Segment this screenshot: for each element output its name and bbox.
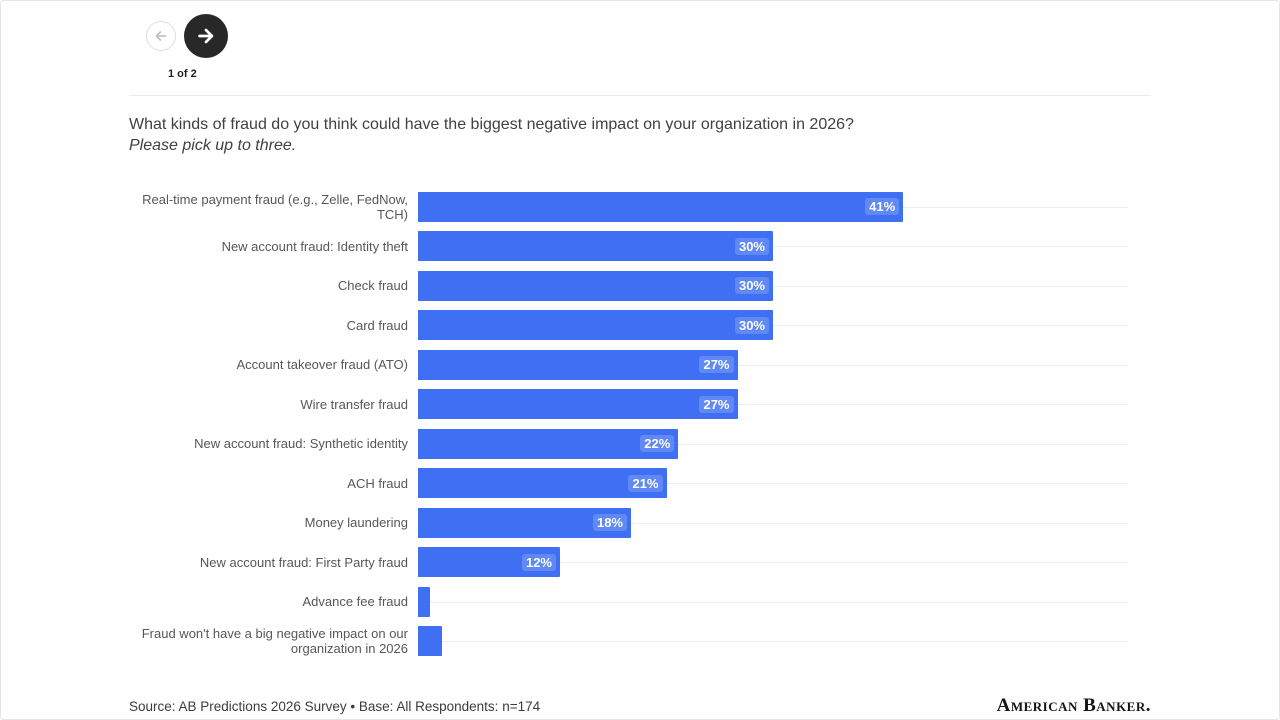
bar-track: 21% [418, 464, 1128, 504]
american-banker-logo: American Banker. [996, 695, 1151, 716]
arrow-right-icon [195, 25, 217, 47]
bar-track: 30% [418, 306, 1128, 346]
bar[interactable]: 18% [418, 507, 631, 538]
bar[interactable] [418, 626, 442, 657]
bar-value-label: 30% [734, 237, 769, 255]
category-label: Account takeover fraud (ATO) [236, 357, 408, 373]
bar-track: 12% [418, 543, 1128, 583]
bar[interactable] [418, 586, 430, 617]
prev-chart-button[interactable] [146, 21, 176, 51]
chart-row: Check fraud 30% [129, 266, 1151, 306]
page-count: 1 of 2 [168, 68, 197, 80]
bar-value-label: 27% [699, 356, 734, 374]
bar[interactable]: 12% [418, 547, 560, 578]
chart-row: Real-time payment fraud (e.g., Zelle, Fe… [129, 187, 1151, 227]
bar-value-label: 30% [734, 277, 769, 295]
bar[interactable]: 21% [418, 468, 667, 499]
chart-title-block: What kinds of fraud do you think could h… [129, 114, 1151, 156]
chart-row: Wire transfer fraud 27% [129, 385, 1151, 425]
category-label: Real-time payment fraud (e.g., Zelle, Fe… [142, 191, 408, 222]
category-label: Card fraud [346, 317, 408, 333]
category-label: Fraud won't have a big negative impact o… [141, 626, 408, 657]
category-label: New account fraud: Identity theft [221, 238, 408, 254]
category-label: ACH fraud [347, 475, 408, 491]
chart-pagination-nav [146, 1, 1151, 58]
category-label: Money laundering [304, 515, 408, 531]
category-label: Check fraud [337, 278, 408, 294]
bar[interactable]: 27% [418, 349, 738, 380]
bar-track: 30% [418, 266, 1128, 306]
bar[interactable]: 30% [418, 270, 773, 301]
arrow-left-icon [153, 28, 169, 44]
bar-track: 18% [418, 503, 1128, 543]
header-divider [129, 95, 1151, 96]
bar-value-label: 21% [628, 474, 663, 492]
bar-track [418, 582, 1128, 622]
bar[interactable]: 41% [418, 191, 904, 222]
bar-value-label: 22% [640, 435, 675, 453]
chart-row: New account fraud: First Party fraud 12% [129, 543, 1151, 583]
source-note: Source: AB Predictions 2026 Survey • Bas… [129, 698, 541, 714]
chart-row: New account fraud: Identity theft 30% [129, 227, 1151, 267]
next-chart-button[interactable] [184, 14, 228, 58]
bar-track: 41% [418, 187, 1128, 227]
chart-row: Account takeover fraud (ATO) 27% [129, 345, 1151, 385]
chart-subtitle: Please pick up to three. [129, 137, 297, 154]
category-label: Wire transfer fraud [300, 396, 408, 412]
category-label: New account fraud: Synthetic identity [194, 436, 408, 452]
chart-row: Money laundering 18% [129, 503, 1151, 543]
chart-row: ACH fraud 21% [129, 464, 1151, 504]
bar[interactable]: 22% [418, 428, 679, 459]
chart-row: Advance fee fraud [129, 582, 1151, 622]
bar-track: 22% [418, 424, 1128, 464]
bar[interactable]: 30% [418, 231, 773, 262]
category-label: New account fraud: First Party fraud [199, 554, 408, 570]
chart-row: Card fraud 30% [129, 306, 1151, 346]
bar-chart: Real-time payment fraud (e.g., Zelle, Fe… [129, 187, 1151, 661]
chart-row: Fraud won't have a big negative impact o… [129, 622, 1151, 662]
bar-value-label: 41% [865, 198, 900, 216]
bar-value-label: 12% [521, 553, 556, 571]
bar[interactable]: 30% [418, 310, 773, 341]
bar-track: 27% [418, 385, 1128, 425]
chart-title: What kinds of fraud do you think could h… [129, 116, 854, 133]
bar-track [418, 622, 1128, 662]
bar[interactable]: 27% [418, 389, 738, 420]
bar-track: 30% [418, 227, 1128, 267]
bar-track: 27% [418, 345, 1128, 385]
chart-row: New account fraud: Synthetic identity 22… [129, 424, 1151, 464]
bar-value-label: 30% [734, 316, 769, 334]
chart-footer: Source: AB Predictions 2026 Survey • Bas… [129, 695, 1151, 717]
bar-value-label: 18% [592, 514, 627, 532]
bar-value-label: 27% [699, 395, 734, 413]
category-label: Advance fee fraud [302, 594, 408, 610]
